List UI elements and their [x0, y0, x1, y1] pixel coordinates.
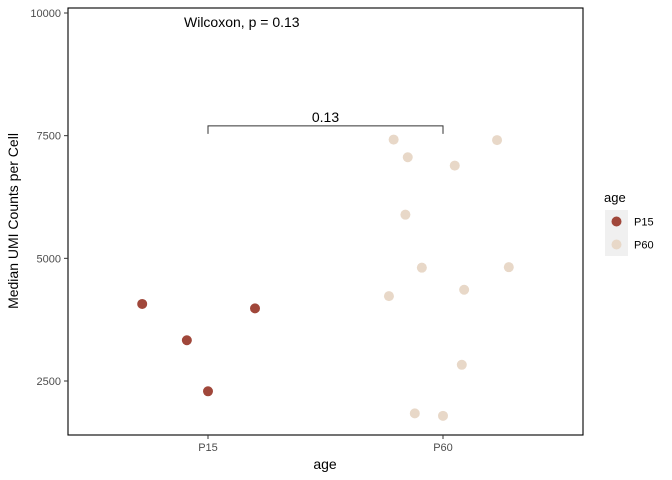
y-tick-label: 7500 — [37, 131, 61, 143]
data-point-p60 — [402, 152, 413, 163]
comparison-label: 0.13 — [312, 109, 339, 125]
legend-swatch-p15 — [611, 216, 622, 227]
data-point-p60 — [409, 408, 420, 419]
x-axis-title: age — [313, 456, 337, 472]
y-tick-label: 10000 — [30, 8, 61, 20]
data-point-p60 — [438, 410, 448, 421]
y-tick-label: 5000 — [37, 253, 61, 265]
data-point-p60 — [400, 209, 411, 220]
axes: 2500 5000 7500 10000 P15 P60 0.13 — [30, 8, 452, 454]
comparison-bracket — [207, 125, 444, 134]
data-point-p15 — [137, 298, 148, 309]
plot-area — [67, 7, 584, 436]
data-point-p15 — [250, 303, 260, 314]
data-point-p60 — [449, 160, 460, 171]
data-point-p15 — [203, 386, 213, 397]
legend-label: P15 — [634, 217, 654, 229]
data-point-p60 — [492, 135, 503, 146]
data-point-p60 — [388, 134, 399, 145]
data-point-p60 — [416, 262, 427, 273]
x-tick-label: P15 — [198, 442, 218, 454]
legend: age P15 P60 — [604, 190, 654, 256]
panel-border — [67, 7, 584, 436]
legend-swatch-p60 — [611, 239, 622, 250]
legend-title: age — [604, 190, 626, 205]
data-point-p60 — [503, 262, 514, 273]
data-point-p15 — [181, 335, 192, 346]
data-point-p60 — [459, 284, 470, 295]
data-point-p60 — [456, 359, 467, 370]
x-tick-label: P60 — [433, 442, 453, 454]
legend-label: P60 — [634, 240, 654, 252]
data-point-p60 — [383, 291, 394, 302]
y-tick-label: 2500 — [37, 376, 61, 388]
data-points — [137, 134, 514, 421]
y-axis-title: Median UMI Counts per Cell — [5, 133, 21, 309]
test-annotation: Wilcoxon, p = 0.13 — [184, 14, 300, 30]
